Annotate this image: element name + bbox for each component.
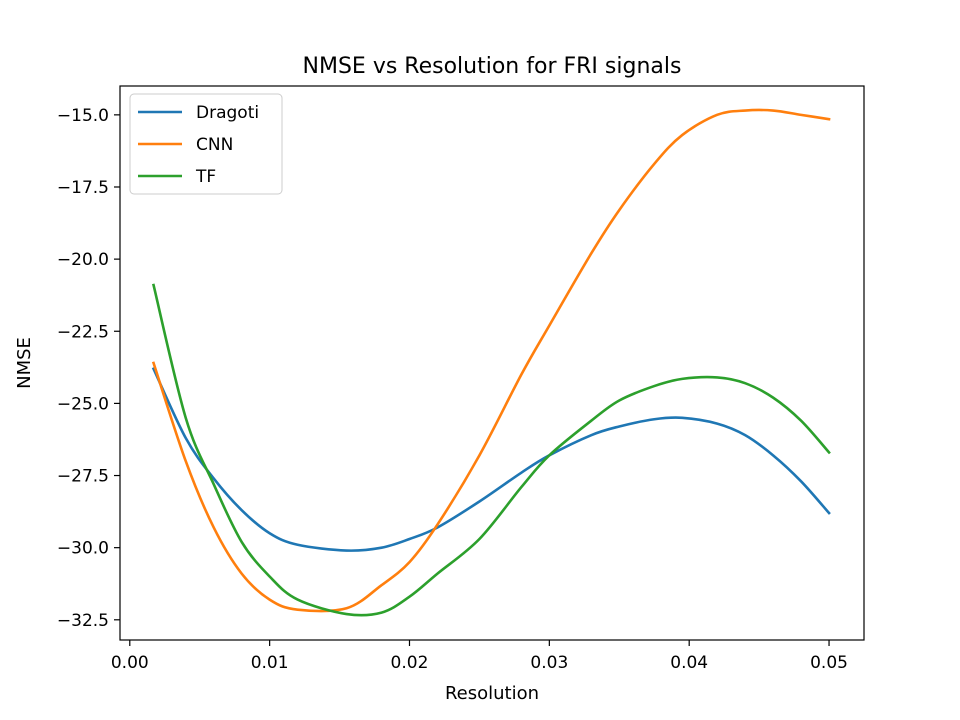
x-tick-label: 0.04 — [670, 653, 708, 673]
legend-label-dragoti: Dragoti — [196, 103, 259, 123]
x-tick-label: 0.05 — [810, 653, 848, 673]
x-tick-label: 0.02 — [391, 653, 429, 673]
y-tick-label: −30.0 — [57, 539, 109, 559]
y-tick-label: −32.5 — [57, 611, 109, 631]
y-tick-label: −27.5 — [57, 467, 109, 487]
legend-box — [129, 93, 283, 195]
x-tick-label: 0.00 — [111, 653, 149, 673]
y-axis-ticks: −32.5 −30.0 −27.5 −25.0 −22.5 −20.0 −17.5 −15.0 — [57, 106, 120, 631]
x-tick-label: 0.01 — [251, 653, 289, 673]
x-axis-ticks: 0.00 0.01 0.02 0.03 0.04 0.05 — [111, 640, 848, 673]
y-tick-label: −20.0 — [57, 250, 109, 270]
y-tick-label: −25.0 — [57, 394, 109, 414]
chart-title: NMSE vs Resolution for FRI signals — [303, 54, 682, 79]
x-tick-label: 0.03 — [530, 653, 568, 673]
legend: Dragoti CNN TF — [129, 93, 283, 195]
series-line-tf — [151, 283, 831, 617]
y-tick-label: −15.0 — [57, 106, 109, 126]
x-axis-label: Resolution — [445, 683, 539, 704]
y-tick-label: −17.5 — [57, 178, 109, 198]
plot-frame — [119, 85, 865, 641]
plot-lines — [151, 108, 831, 617]
series-line-dragoti — [151, 367, 831, 552]
legend-label-tf: TF — [195, 167, 216, 187]
legend-label-cnn: CNN — [196, 135, 233, 155]
series-line-cnn — [151, 108, 831, 613]
y-axis-label: NMSE — [14, 337, 35, 389]
y-tick-label: −22.5 — [57, 322, 109, 342]
